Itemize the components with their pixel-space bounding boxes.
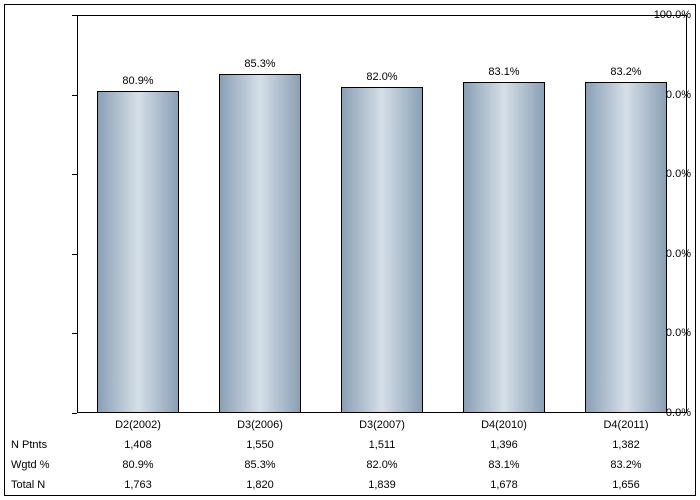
y-tick-mark: [72, 413, 77, 414]
category-label: D3(2006): [237, 419, 283, 431]
table-cell: 1,763: [124, 479, 152, 491]
y-tick-mark: [72, 174, 77, 175]
table-row-label: Total N: [5, 479, 75, 491]
table-cell: 85.3%: [244, 459, 275, 471]
table-row-label: Wgtd %: [5, 459, 75, 471]
table-cell: 1,396: [490, 439, 518, 451]
bar: [463, 82, 545, 413]
table-cell: 1,678: [490, 479, 518, 491]
category-label: D2(2002): [115, 419, 161, 431]
table-cell: 80.9%: [122, 459, 153, 471]
table-cell: 83.2%: [610, 459, 641, 471]
bar: [585, 82, 667, 413]
y-tick-mark: [72, 254, 77, 255]
y-tick-label: 100.0%: [627, 9, 691, 21]
chart-frame: 0.0%20.0%40.0%60.0%80.0%100.0% 80.9%85.3…: [4, 4, 696, 496]
table-cell: 1,550: [246, 439, 274, 451]
table-cell: 1,820: [246, 479, 274, 491]
table-cell: 83.1%: [488, 459, 519, 471]
category-label: D4(2010): [481, 419, 527, 431]
bar: [341, 87, 423, 413]
bar-value-label: 85.3%: [244, 58, 275, 70]
bar-value-label: 83.2%: [610, 66, 641, 78]
bar-value-label: 83.1%: [488, 66, 519, 78]
category-label: D4(2011): [603, 419, 648, 431]
bar-value-label: 80.9%: [122, 75, 153, 87]
table-cell: 82.0%: [366, 459, 397, 471]
y-tick-mark: [72, 333, 77, 334]
category-label: D3(2007): [359, 419, 405, 431]
table-cell: 1,839: [368, 479, 396, 491]
y-tick-mark: [72, 95, 77, 96]
y-tick-mark: [72, 15, 77, 16]
table-cell: 1,408: [124, 439, 152, 451]
bar: [97, 91, 179, 413]
table-cell: 1,382: [612, 439, 640, 451]
bar-value-label: 82.0%: [366, 71, 397, 83]
table-cell: 1,656: [612, 479, 640, 491]
table-cell: 1,511: [369, 439, 396, 451]
bar: [219, 74, 301, 413]
table-row-label: N Ptnts: [5, 439, 75, 451]
